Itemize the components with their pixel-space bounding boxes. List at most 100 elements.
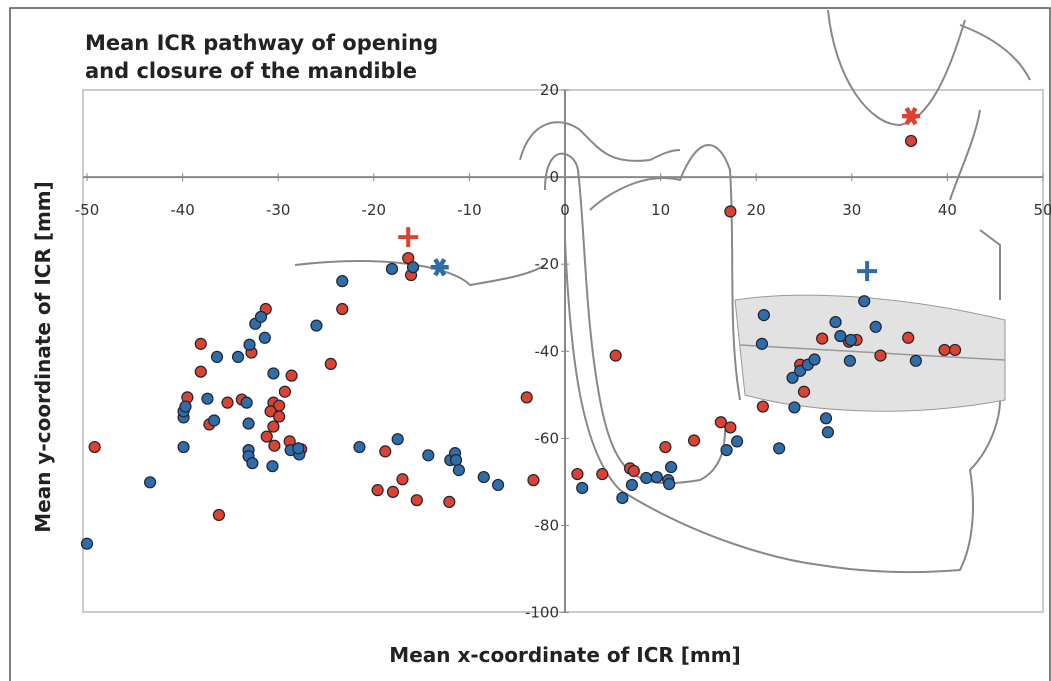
data-point — [353, 440, 366, 454]
chart-title: and closure of the mandible — [85, 59, 417, 83]
x-tick-label: 0 — [560, 201, 570, 219]
data-point — [527, 474, 540, 487]
y-tick-label: -20 — [535, 255, 560, 273]
data-point — [616, 491, 629, 505]
data-point — [773, 442, 786, 455]
data-point — [491, 478, 505, 492]
data-point — [788, 401, 801, 414]
star-marker — [430, 258, 449, 277]
data-point — [724, 421, 737, 434]
data-point — [177, 440, 190, 454]
data-point — [797, 385, 811, 398]
data-point — [254, 310, 268, 323]
data-point — [938, 343, 951, 357]
data-point — [240, 396, 253, 409]
data-point — [246, 457, 259, 470]
data-point — [904, 134, 918, 148]
data-point — [724, 205, 737, 218]
data-point — [278, 385, 291, 398]
data-point — [720, 443, 733, 457]
data-point — [819, 412, 833, 425]
data-point — [292, 442, 305, 455]
data-point — [834, 329, 847, 343]
data-point — [596, 467, 609, 481]
teeth-illustration — [734, 294, 1006, 412]
data-point — [80, 537, 94, 550]
data-point — [576, 481, 589, 495]
data-point — [285, 369, 298, 382]
data-point — [821, 426, 835, 439]
data-point — [829, 315, 842, 329]
y-tick-label: -100 — [525, 604, 559, 622]
data-point — [422, 449, 435, 462]
star-marker — [902, 107, 921, 126]
data-point — [391, 433, 404, 446]
data-point — [336, 275, 349, 288]
data-point — [909, 354, 922, 367]
outer-border — [9, 7, 1051, 681]
data-point — [266, 460, 279, 473]
data-point — [260, 430, 273, 443]
data-point — [858, 295, 871, 308]
data-point — [194, 365, 207, 378]
data-point — [267, 367, 280, 380]
data-point — [869, 320, 882, 333]
x-tick-label: -10 — [457, 201, 482, 219]
data-point — [452, 464, 465, 477]
data-point — [730, 435, 744, 448]
data-point — [687, 434, 701, 447]
data-point — [640, 471, 653, 485]
data-point — [571, 467, 584, 481]
chart-title: Mean ICR pathway of opening — [85, 31, 438, 55]
data-point — [663, 477, 676, 491]
x-tick-label: -20 — [362, 201, 387, 219]
data-point — [520, 391, 533, 404]
data-point — [650, 470, 663, 484]
data-point — [948, 343, 962, 357]
x-tick-label: -30 — [266, 201, 291, 219]
y-tick-label: -40 — [535, 342, 560, 360]
plus-marker — [398, 227, 419, 248]
skull-illustration — [294, 9, 1031, 574]
data-point — [324, 357, 337, 370]
data-point — [201, 392, 214, 405]
data-point — [757, 309, 770, 322]
data-point — [443, 495, 456, 509]
x-tick-label: 20 — [747, 201, 766, 219]
x-tick-label: 40 — [938, 201, 957, 219]
data-point — [208, 414, 221, 427]
x-tick-label: -50 — [75, 201, 100, 219]
data-point — [755, 337, 769, 350]
data-point — [194, 337, 207, 350]
data-point — [273, 410, 286, 423]
data-point — [242, 417, 255, 430]
data-point — [210, 350, 224, 364]
data-point — [310, 319, 323, 332]
data-point — [268, 439, 281, 452]
data-point — [477, 470, 490, 484]
data-point — [406, 261, 420, 274]
data-point — [449, 454, 463, 467]
data-point — [659, 440, 672, 454]
data-point — [143, 476, 157, 489]
data-point — [714, 416, 727, 429]
data-point — [808, 353, 821, 366]
data-point — [816, 332, 829, 345]
data-point — [627, 464, 640, 478]
y-axis-label: Mean y-coordinate of ICR [mm] — [31, 181, 55, 533]
data-point — [410, 494, 423, 507]
data-point — [371, 484, 384, 497]
data-point — [179, 400, 192, 413]
data-point — [843, 354, 856, 367]
data-point — [625, 478, 639, 492]
data-point — [396, 473, 409, 486]
data-point — [874, 349, 887, 362]
data-point — [221, 396, 234, 409]
data-point — [609, 349, 622, 362]
data-point — [258, 331, 271, 344]
x-tick-label: 10 — [651, 201, 670, 219]
x-tick-label: 30 — [842, 201, 861, 219]
y-tick-label: -80 — [535, 516, 560, 534]
